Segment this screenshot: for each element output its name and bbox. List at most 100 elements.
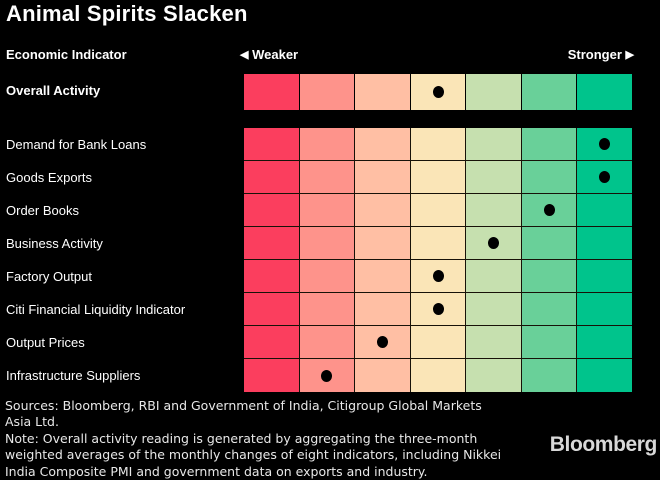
heatmap-cell bbox=[244, 359, 300, 392]
heatmap-cell bbox=[410, 74, 467, 110]
row-label: Goods Exports bbox=[6, 170, 92, 185]
footer-note-line-3: India Composite PMI and government data … bbox=[5, 463, 428, 479]
heatmap-cell bbox=[299, 74, 356, 110]
row-label: Citi Financial Liquidity Indicator bbox=[6, 302, 186, 317]
heatmap-cell bbox=[577, 128, 633, 161]
heatmap-cell bbox=[410, 161, 467, 194]
heatmap-cell bbox=[355, 359, 411, 392]
row-label: Business Activity bbox=[6, 236, 103, 251]
heatmap-cell bbox=[410, 359, 467, 392]
row-label: Order Books bbox=[6, 203, 79, 218]
heatmap-cell bbox=[355, 326, 411, 359]
heatmap-cell bbox=[577, 359, 633, 392]
heatmap-cell bbox=[577, 194, 633, 227]
summary-row-cells bbox=[244, 74, 633, 110]
heatmap-cell bbox=[299, 260, 356, 293]
column-header-row: Economic Indicator ◀ Weaker Stronger ▶ bbox=[0, 47, 660, 67]
heatmap-cell bbox=[299, 128, 356, 161]
heatmap-cell bbox=[355, 128, 411, 161]
heatmap-cell bbox=[355, 74, 411, 110]
value-marker-dot bbox=[488, 237, 500, 249]
heatmap-cell bbox=[244, 227, 300, 260]
bloomberg-logo: Bloomberg bbox=[549, 433, 658, 456]
heatmap-cell bbox=[521, 260, 578, 293]
heatmap-cell bbox=[466, 293, 522, 326]
heatmap-cell bbox=[466, 359, 522, 392]
heatmap-row bbox=[244, 260, 633, 293]
heatmap-cell bbox=[466, 194, 522, 227]
footer: Sources: Bloomberg, RBI and Government o… bbox=[5, 398, 565, 480]
heatmap-cell bbox=[521, 359, 578, 392]
heatmap-cell bbox=[355, 260, 411, 293]
heatmap-cell bbox=[521, 227, 578, 260]
heatmap-cell bbox=[410, 128, 467, 161]
heatmap-cell bbox=[577, 260, 633, 293]
heatmap-cell bbox=[244, 128, 300, 161]
footer-source-line-1: Sources: Bloomberg, RBI and Government o… bbox=[5, 398, 482, 413]
arrow-right-icon: ▶ bbox=[625, 49, 634, 61]
heatmap-cell bbox=[244, 74, 300, 110]
heatmap-cell bbox=[521, 194, 578, 227]
scale-label-stronger-text: Stronger bbox=[567, 47, 622, 62]
heatmap-cell bbox=[410, 227, 467, 260]
heatmap-cell bbox=[577, 293, 633, 326]
heatmap-grid bbox=[244, 128, 633, 392]
heatmap-cell bbox=[410, 293, 467, 326]
scale-label-weaker-text: Weaker bbox=[252, 47, 299, 62]
heatmap-cell bbox=[410, 194, 467, 227]
heatmap-cell bbox=[355, 227, 411, 260]
row-label: Factory Output bbox=[6, 269, 92, 284]
heatmap-cell bbox=[410, 326, 467, 359]
heatmap-row bbox=[244, 359, 633, 392]
value-marker-dot bbox=[543, 204, 555, 216]
heatmap-cell bbox=[244, 326, 300, 359]
value-marker-dot bbox=[599, 138, 611, 150]
heatmap-row bbox=[244, 128, 633, 161]
heatmap-cell bbox=[244, 260, 300, 293]
value-marker-dot bbox=[376, 336, 388, 348]
value-marker-dot bbox=[432, 303, 444, 315]
value-marker-dot bbox=[432, 270, 444, 282]
heatmap-cell bbox=[466, 161, 522, 194]
heatmap-cell bbox=[299, 326, 356, 359]
heatmap-cell bbox=[299, 161, 356, 194]
heatmap-cell bbox=[355, 194, 411, 227]
heatmap-cell bbox=[466, 227, 522, 260]
arrow-left-icon: ◀ bbox=[240, 49, 249, 61]
heatmap-cell bbox=[577, 326, 633, 359]
heatmap-cell bbox=[466, 74, 522, 110]
footer-source-line-2: Asia Ltd. bbox=[5, 414, 59, 430]
heatmap-cell bbox=[577, 74, 633, 110]
heatmap-cell bbox=[577, 227, 633, 260]
heatmap-cell bbox=[521, 128, 578, 161]
summary-row-label: Overall Activity bbox=[6, 83, 101, 98]
heatmap-cell bbox=[299, 227, 356, 260]
heatmap-cell bbox=[521, 326, 578, 359]
row-label: Demand for Bank Loans bbox=[6, 137, 147, 152]
footer-note-line-2: weighted averages of the monthly changes… bbox=[5, 447, 502, 463]
heatmap-block: Demand for Bank Loans Goods Exports Order … bbox=[0, 128, 660, 392]
heatmap-cell bbox=[244, 161, 300, 194]
row-label-column: Demand for Bank Loans Goods Exports Order … bbox=[0, 128, 244, 392]
heatmap-cell bbox=[244, 194, 300, 227]
summary-row: Overall Activity bbox=[0, 74, 660, 110]
row-label: Output Prices bbox=[6, 335, 85, 350]
heatmap-cell bbox=[577, 161, 633, 194]
heatmap-cell bbox=[466, 326, 522, 359]
scale-label-stronger: Stronger ▶ bbox=[568, 47, 634, 62]
page-title: Animal Spirits Slacken bbox=[6, 1, 248, 26]
heatmap-cell bbox=[410, 260, 467, 293]
heatmap-row bbox=[244, 161, 633, 194]
value-marker-dot bbox=[599, 171, 611, 183]
heatmap-row bbox=[244, 194, 633, 227]
heatmap-cell bbox=[355, 293, 411, 326]
heatmap-cell bbox=[299, 359, 356, 392]
heatmap-row bbox=[244, 293, 633, 326]
heatmap-cell bbox=[521, 293, 578, 326]
value-marker-dot bbox=[432, 86, 444, 98]
column-header-indicator: Economic Indicator bbox=[6, 47, 127, 62]
footer-note-line-1: Note: Overall activity reading is genera… bbox=[5, 430, 478, 446]
row-label: Infrastructure Suppliers bbox=[6, 368, 141, 383]
value-marker-dot bbox=[321, 369, 333, 382]
